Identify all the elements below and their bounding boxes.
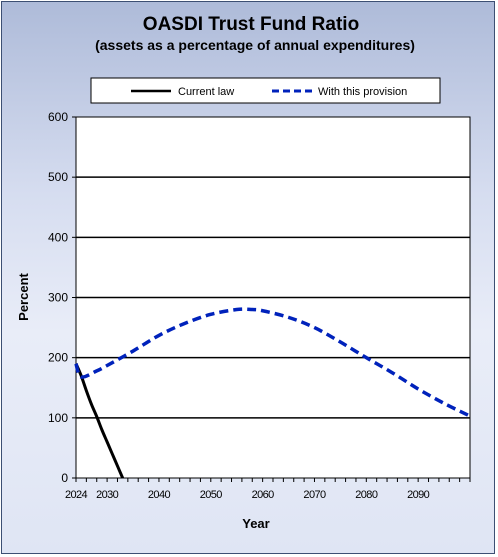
x-tick-label: 2030 — [96, 489, 119, 501]
y-tick-label: 600 — [48, 110, 68, 124]
legend-label-with-provision: With this provision — [318, 86, 407, 98]
y-tick-label: 500 — [48, 170, 68, 184]
x-tick-label: 2070 — [303, 489, 326, 501]
x-tick-label: 2024 — [65, 489, 88, 501]
y-tick-label: 300 — [48, 291, 68, 305]
series-current-law-line — [74, 363, 125, 479]
grid-lines — [76, 176, 470, 419]
x-tick-label: 2090 — [407, 489, 430, 501]
x-tick-label: 2080 — [355, 489, 378, 501]
chart-subtitle: (assets as a percentage of annual expend… — [95, 37, 415, 53]
y-axis-label: Percent — [16, 272, 31, 320]
x-tick-label: 2060 — [252, 489, 275, 501]
y-tick-label: 200 — [48, 351, 68, 365]
y-tick-label: 0 — [61, 471, 68, 485]
y-tick-label: 100 — [48, 411, 68, 425]
series-with-provision-line — [74, 307, 471, 418]
series-layer — [74, 307, 471, 479]
y-axis-ticks: 0 100 200 300 400 500 600 — [48, 110, 76, 485]
x-axis-label: Year — [242, 516, 269, 531]
chart-title: OASDI Trust Fund Ratio — [143, 14, 359, 35]
x-tick-label: 2050 — [200, 489, 223, 501]
y-tick-label: 400 — [48, 230, 68, 244]
legend-label-current-law: Current law — [178, 86, 234, 98]
x-axis-ticks: 2024 2030 2040 2050 2060 2070 2080 2090 — [65, 478, 471, 501]
legend: Current law With this provision — [90, 77, 441, 104]
x-tick-label: 2040 — [148, 489, 171, 501]
